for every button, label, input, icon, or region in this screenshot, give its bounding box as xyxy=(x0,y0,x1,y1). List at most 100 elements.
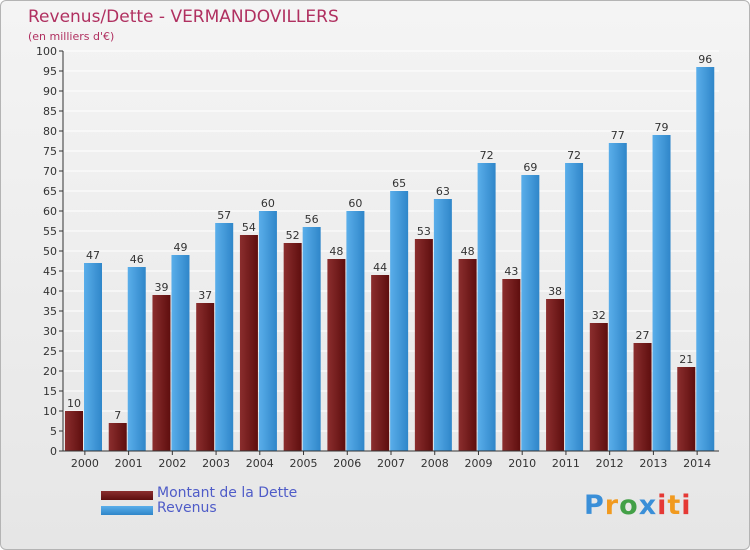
y-tick-label: 70 xyxy=(43,165,57,178)
value-label-revenus: 69 xyxy=(523,161,537,174)
bar-dette xyxy=(327,259,346,451)
bar-revenus xyxy=(433,199,452,451)
bar-revenus xyxy=(171,255,190,451)
x-tick-label: 2014 xyxy=(683,457,711,470)
x-tick-label: 2009 xyxy=(464,457,492,470)
value-label-dette: 21 xyxy=(679,353,693,366)
value-label-dette: 52 xyxy=(286,229,300,242)
y-tick-label: 25 xyxy=(43,345,57,358)
bar-dette xyxy=(589,323,608,451)
legend-swatch-dette xyxy=(101,491,153,500)
bar-dette xyxy=(633,343,652,451)
y-tick-label: 60 xyxy=(43,205,57,218)
value-label-revenus: 60 xyxy=(261,197,275,210)
bar-revenus xyxy=(696,67,715,451)
bar-dette xyxy=(502,279,521,451)
value-label-dette: 27 xyxy=(636,329,650,342)
bar-revenus xyxy=(565,163,584,451)
value-label-dette: 37 xyxy=(198,289,212,302)
value-label-dette: 48 xyxy=(461,245,475,258)
bar-dette xyxy=(414,239,433,451)
y-tick-label: 40 xyxy=(43,285,57,298)
proxiti-logo: Proxiti xyxy=(584,490,692,521)
x-tick-label: 2003 xyxy=(202,457,230,470)
value-label-revenus: 60 xyxy=(348,197,362,210)
y-tick-label: 15 xyxy=(43,385,57,398)
axes xyxy=(62,51,719,452)
value-label-dette: 54 xyxy=(242,221,256,234)
y-tick-label: 75 xyxy=(43,145,57,158)
value-label-revenus: 47 xyxy=(86,249,100,262)
chart-subtitle: (en milliers d'€) xyxy=(28,30,115,43)
y-tick-label: 5 xyxy=(50,425,57,438)
bar-revenus xyxy=(521,175,540,451)
x-tick-label: 2013 xyxy=(639,457,667,470)
y-tick-label: 100 xyxy=(36,45,57,58)
y-axis-ticks: 0 5 10 15 20 25 30 35 40 45 50 55 60 65 70 75 80 85 90 95 10… xyxy=(36,45,63,458)
x-tick-label: 2004 xyxy=(246,457,274,470)
y-tick-label: 90 xyxy=(43,85,57,98)
value-label-dette: 38 xyxy=(548,285,562,298)
legend-swatch-revenus xyxy=(101,506,153,515)
x-tick-label: 2006 xyxy=(333,457,361,470)
value-label-dette: 10 xyxy=(67,397,81,410)
value-label-revenus: 96 xyxy=(698,53,712,66)
value-label-revenus: 72 xyxy=(480,149,494,162)
value-label-dette: 32 xyxy=(592,309,606,322)
bar-dette xyxy=(108,423,127,451)
value-label-dette: 43 xyxy=(504,265,518,278)
bar-dette xyxy=(546,299,565,451)
x-tick-label: 2008 xyxy=(421,457,449,470)
bar-dette xyxy=(239,235,258,451)
x-tick-label: 2001 xyxy=(115,457,143,470)
x-tick-label: 2012 xyxy=(596,457,624,470)
value-label-revenus: 46 xyxy=(130,253,144,266)
y-tick-label: 80 xyxy=(43,125,57,138)
y-tick-label: 45 xyxy=(43,265,57,278)
y-tick-label: 65 xyxy=(43,185,57,198)
x-axis-ticks: 2000 2001 2002 2003 2004 2005 2006 2007 2008 2009… xyxy=(71,451,711,470)
value-label-revenus: 63 xyxy=(436,185,450,198)
bar-dette xyxy=(65,411,83,451)
y-tick-label: 0 xyxy=(50,445,57,458)
bar-revenus xyxy=(608,143,627,451)
value-label-dette: 7 xyxy=(114,409,121,422)
value-label-revenus: 65 xyxy=(392,177,406,190)
x-tick-label: 2011 xyxy=(552,457,580,470)
value-label-dette: 44 xyxy=(373,261,387,274)
value-label-revenus: 56 xyxy=(305,213,319,226)
x-tick-label: 2002 xyxy=(158,457,186,470)
bar-dette xyxy=(677,367,696,451)
value-label-revenus: 57 xyxy=(217,209,231,222)
bars xyxy=(65,67,715,451)
value-label-dette: 48 xyxy=(329,245,343,258)
y-tick-label: 35 xyxy=(43,305,57,318)
bar-revenus xyxy=(302,227,321,451)
value-label-dette: 53 xyxy=(417,225,431,238)
bar-dette xyxy=(371,275,390,451)
x-tick-label: 2000 xyxy=(71,457,99,470)
value-label-revenus: 77 xyxy=(611,129,625,142)
bar-dette xyxy=(196,303,215,451)
y-tick-label: 20 xyxy=(43,365,57,378)
bar-revenus xyxy=(652,135,671,451)
value-label-revenus: 79 xyxy=(655,121,669,134)
x-tick-label: 2010 xyxy=(508,457,536,470)
y-tick-label: 50 xyxy=(43,245,57,258)
legend-label-dette: Montant de la Dette xyxy=(157,485,298,501)
y-tick-label: 95 xyxy=(43,65,57,78)
bar-dette xyxy=(152,295,171,451)
bar-revenus xyxy=(390,191,409,451)
chart-title: Revenus/Dette - VERMANDOVILLERS xyxy=(28,7,339,27)
value-label-revenus: 72 xyxy=(567,149,581,162)
y-tick-label: 55 xyxy=(43,225,57,238)
bar-revenus xyxy=(84,263,102,451)
legend-label-revenus: Revenus xyxy=(157,500,217,516)
bar-revenus xyxy=(127,267,146,451)
y-tick-label: 30 xyxy=(43,325,57,338)
value-label-dette: 39 xyxy=(154,281,168,294)
bar-revenus xyxy=(477,163,496,451)
bar-revenus xyxy=(215,223,234,451)
x-tick-label: 2005 xyxy=(290,457,318,470)
